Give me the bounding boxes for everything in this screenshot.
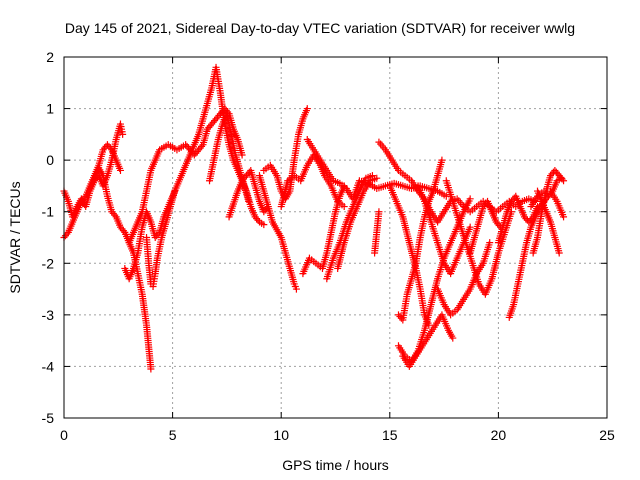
data-point	[106, 144, 114, 152]
series-arc-8	[225, 166, 272, 221]
series-arc-29	[533, 187, 563, 257]
y-tick-label: 2	[46, 49, 54, 65]
series-arc-27	[494, 192, 541, 247]
series-arc-14	[323, 172, 376, 283]
data-point	[486, 239, 494, 247]
data-point	[147, 365, 155, 373]
series-arc-24	[434, 239, 494, 319]
data-point	[63, 230, 71, 238]
series-arc-26	[505, 174, 565, 321]
series-arc-15	[334, 174, 381, 272]
series-arc-6	[143, 187, 179, 290]
data-point	[373, 174, 381, 182]
series-arc-30	[527, 187, 568, 221]
data-point	[154, 230, 162, 238]
series-arc-13	[299, 182, 348, 278]
plot-area	[60, 63, 568, 373]
y-tick-label: -5	[42, 410, 55, 426]
series-arc-18	[394, 156, 446, 324]
data-point	[340, 182, 348, 190]
data-point	[340, 203, 348, 211]
y-tick-label: -4	[42, 358, 55, 374]
x-tick-label: 25	[599, 427, 615, 443]
data-point	[238, 151, 246, 159]
series-arc-1	[60, 120, 127, 221]
data-point	[438, 156, 446, 164]
x-axis-label: GPS time / hours	[282, 457, 389, 473]
data-point	[466, 223, 474, 231]
data-point	[303, 105, 311, 113]
axis-ticks	[63, 56, 608, 419]
series-arc-28	[529, 166, 568, 257]
y-tick-label: -1	[42, 204, 55, 220]
x-tick-label: 10	[273, 427, 289, 443]
series-arc-12	[303, 136, 450, 203]
series-arc-25	[466, 197, 505, 257]
series-arc-21	[386, 182, 433, 329]
series-arc-7	[206, 110, 253, 205]
data-point	[555, 249, 563, 257]
x-tick-label: 5	[169, 427, 177, 443]
series-arc-16	[371, 208, 383, 257]
series-arc-4	[121, 63, 268, 283]
data-point	[425, 321, 433, 329]
series-arc-9	[255, 172, 300, 293]
y-tick-label: 1	[46, 101, 54, 117]
data-point	[198, 142, 206, 150]
data-point	[292, 285, 300, 293]
x-tick-label: 0	[60, 427, 68, 443]
data-point	[80, 194, 88, 202]
data-point	[528, 215, 536, 223]
data-point	[245, 197, 253, 205]
y-axis-label: SDTVAR / TECUs	[7, 181, 23, 293]
plot-frame	[63, 56, 608, 419]
data-point	[449, 334, 457, 342]
data-point	[260, 221, 268, 229]
data-point	[375, 208, 383, 216]
x-tick-label: 15	[382, 427, 398, 443]
chart-title: Day 145 of 2021, Sidereal Day-to-day VTE…	[65, 20, 575, 36]
data-point	[116, 166, 124, 174]
data-point	[171, 187, 179, 195]
data-point	[119, 130, 127, 138]
data-point	[560, 213, 568, 221]
y-tick-label: -2	[42, 255, 55, 271]
data-point	[466, 195, 474, 203]
data-point	[119, 227, 127, 235]
x-tick-label: 20	[491, 427, 507, 443]
data-point	[558, 175, 566, 183]
series-arc-20	[399, 311, 457, 370]
data-point	[254, 216, 262, 224]
y-tick-label: -3	[42, 307, 55, 323]
data-point	[560, 177, 568, 185]
y-tick-label: 0	[46, 152, 54, 168]
data-point	[111, 211, 119, 219]
